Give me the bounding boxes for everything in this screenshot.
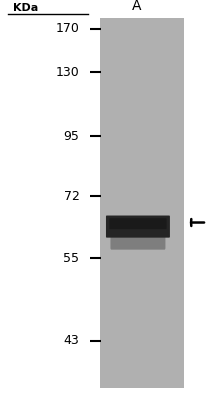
Text: 72: 72 [64,190,79,202]
Text: 55: 55 [63,252,79,264]
Text: 43: 43 [64,334,79,347]
FancyBboxPatch shape [109,218,167,229]
Text: 170: 170 [56,22,79,35]
Text: 130: 130 [56,66,79,78]
Text: KDa: KDa [13,3,38,13]
FancyBboxPatch shape [106,216,170,238]
FancyBboxPatch shape [110,231,165,250]
Bar [100,18,184,388]
Text: 95: 95 [64,130,79,142]
Text: A: A [132,0,142,13]
